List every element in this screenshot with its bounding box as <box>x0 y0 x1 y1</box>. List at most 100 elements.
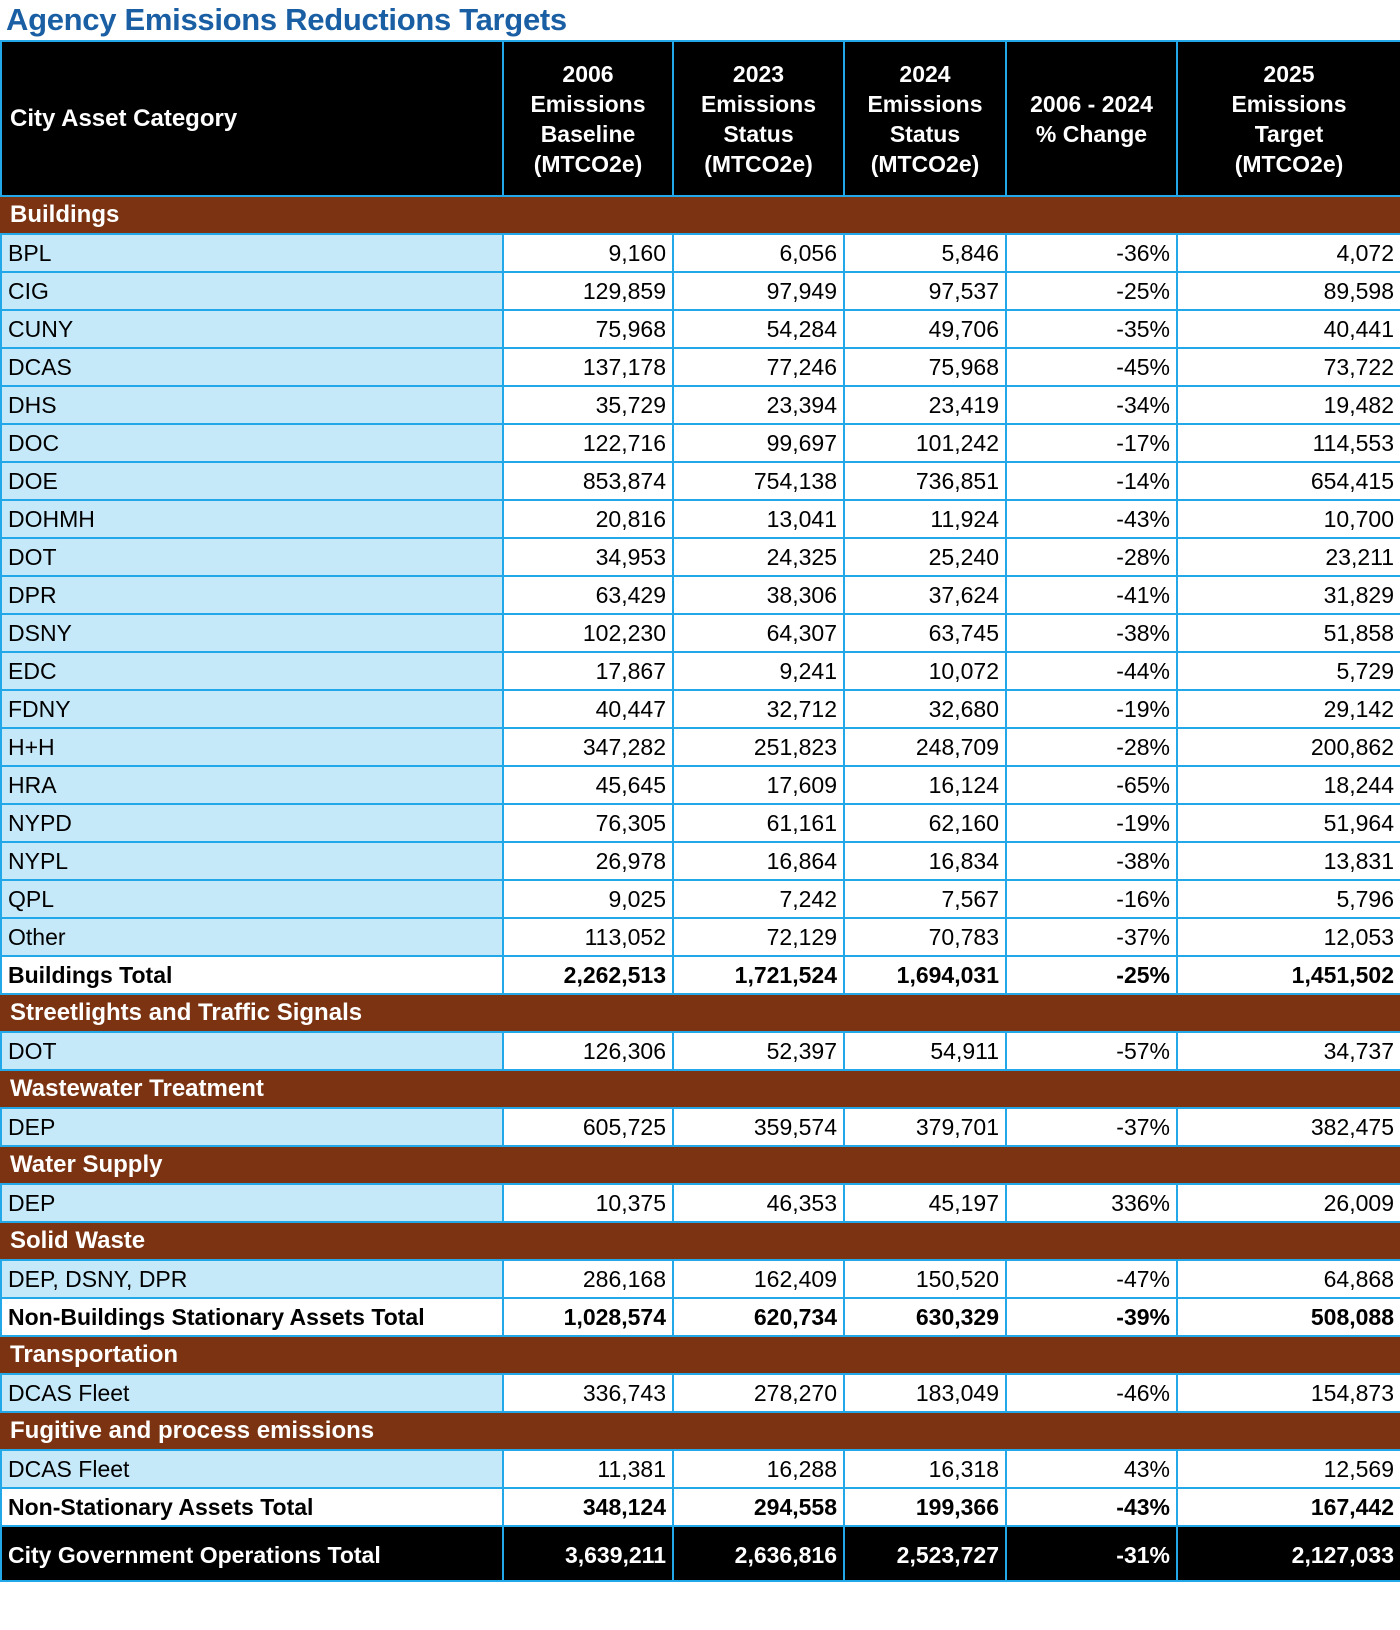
cell-status_2023: 23,394 <box>672 385 845 425</box>
cell-target_2025: 51,964 <box>1176 803 1400 843</box>
cell-pct_change: -65% <box>1005 765 1178 805</box>
cell-status_2023: 64,307 <box>672 613 845 653</box>
cell-pct_change: 336% <box>1005 1183 1178 1223</box>
cell-pct_change: -43% <box>1005 499 1178 539</box>
column-header-category: City Asset Category <box>0 40 504 197</box>
table-row: DPR 63,429 38,306 37,624 -41% 31,829 <box>0 575 1400 615</box>
row-label: QPL <box>0 879 504 919</box>
cell-status_2024: 11,924 <box>843 499 1007 539</box>
cell-baseline_2006: 1,028,574 <box>502 1297 674 1337</box>
cell-target_2025: 89,598 <box>1176 271 1400 311</box>
section-header-row: Fugitive and process emissions <box>0 1411 1400 1451</box>
cell-status_2023: 52,397 <box>672 1031 845 1071</box>
cell-target_2025: 508,088 <box>1176 1297 1400 1337</box>
cell-pct_change: -43% <box>1005 1487 1178 1527</box>
cell-baseline_2006: 17,867 <box>502 651 674 691</box>
section-header-row: Streetlights and Traffic Signals <box>0 993 1400 1033</box>
row-label: DOHMH <box>0 499 504 539</box>
cell-target_2025: 18,244 <box>1176 765 1400 805</box>
table-row: DHS 35,729 23,394 23,419 -34% 19,482 <box>0 385 1400 425</box>
cell-pct_change: -37% <box>1005 917 1178 957</box>
hdr-line-3: Target <box>1254 120 1324 147</box>
row-label: DOT <box>0 1031 504 1071</box>
cell-pct_change: 43% <box>1005 1449 1178 1489</box>
cell-baseline_2006: 336,743 <box>502 1373 674 1413</box>
cell-status_2023: 9,241 <box>672 651 845 691</box>
cell-status_2023: 278,270 <box>672 1373 845 1413</box>
cell-baseline_2006: 348,124 <box>502 1487 674 1527</box>
cell-baseline_2006: 3,639,211 <box>502 1525 674 1582</box>
cell-status_2023: 77,246 <box>672 347 845 387</box>
section-header-row: Wastewater Treatment <box>0 1069 1400 1109</box>
cell-target_2025: 29,142 <box>1176 689 1400 729</box>
cell-pct_change: -57% <box>1005 1031 1178 1071</box>
row-label: DOC <box>0 423 504 463</box>
row-label: NYPD <box>0 803 504 843</box>
cell-pct_change: -28% <box>1005 537 1178 577</box>
hdr-line-1: 2024 <box>899 60 951 87</box>
cell-status_2024: 23,419 <box>843 385 1007 425</box>
row-label: H+H <box>0 727 504 767</box>
cell-status_2024: 5,846 <box>843 233 1007 273</box>
row-label: DHS <box>0 385 504 425</box>
subtotal-row: Non-Buildings Stationary Assets Total 1,0… <box>0 1297 1400 1337</box>
row-label: DCAS <box>0 347 504 387</box>
section-header-label: Buildings <box>0 195 1400 235</box>
cell-baseline_2006: 853,874 <box>502 461 674 501</box>
row-label: CIG <box>0 271 504 311</box>
row-label: NYPL <box>0 841 504 881</box>
row-label: DEP <box>0 1183 504 1223</box>
hdr-line-3: Status <box>723 120 794 147</box>
grand-total-row: City Government Operations Total 3,639,21… <box>0 1525 1400 1582</box>
cell-target_2025: 382,475 <box>1176 1107 1400 1147</box>
table-row: FDNY 40,447 32,712 32,680 -19% 29,142 <box>0 689 1400 729</box>
table-row: DCAS Fleet 11,381 16,288 16,318 43% 12,569 <box>0 1449 1400 1489</box>
hdr-line-1: 2006 - 2024 <box>1030 90 1153 117</box>
table-row: Other 113,052 72,129 70,783 -37% 12,053 <box>0 917 1400 957</box>
hdr-line-2: Emissions <box>530 90 646 117</box>
cell-status_2024: 379,701 <box>843 1107 1007 1147</box>
hdr-line-4: (MTCO2e) <box>1234 150 1344 177</box>
row-label: HRA <box>0 765 504 805</box>
cell-target_2025: 1,451,502 <box>1176 955 1400 995</box>
hdr-line-2: Emissions <box>700 90 817 117</box>
cell-baseline_2006: 35,729 <box>502 385 674 425</box>
cell-baseline_2006: 129,859 <box>502 271 674 311</box>
table-row: DOE 853,874 754,138 736,851 -14% 654,415 <box>0 461 1400 501</box>
cell-status_2024: 75,968 <box>843 347 1007 387</box>
cell-baseline_2006: 9,025 <box>502 879 674 919</box>
table-row: DSNY 102,230 64,307 63,745 -38% 51,858 <box>0 613 1400 653</box>
hdr-line-1: 2023 <box>732 60 785 87</box>
row-label: Non-Stationary Assets Total <box>0 1487 504 1527</box>
cell-status_2024: 199,366 <box>843 1487 1007 1527</box>
row-label: EDC <box>0 651 504 691</box>
row-label: DOE <box>0 461 504 501</box>
section-header-row: Water Supply <box>0 1145 1400 1185</box>
hdr-line-2: Emissions <box>1231 90 1347 117</box>
cell-pct_change: -19% <box>1005 803 1178 843</box>
cell-status_2024: 62,160 <box>843 803 1007 843</box>
cell-pct_change: -34% <box>1005 385 1178 425</box>
section-header-label: Fugitive and process emissions <box>0 1411 1400 1451</box>
cell-baseline_2006: 26,978 <box>502 841 674 881</box>
column-header-pct-change: 2006 - 2024 % Change <box>1005 40 1178 197</box>
table-row: HRA 45,645 17,609 16,124 -65% 18,244 <box>0 765 1400 805</box>
cell-status_2023: 61,161 <box>672 803 845 843</box>
cell-pct_change: -45% <box>1005 347 1178 387</box>
cell-pct_change: -44% <box>1005 651 1178 691</box>
cell-status_2024: 630,329 <box>843 1297 1007 1337</box>
cell-pct_change: -39% <box>1005 1297 1178 1337</box>
cell-status_2024: 16,318 <box>843 1449 1007 1489</box>
cell-status_2023: 99,697 <box>672 423 845 463</box>
cell-baseline_2006: 122,716 <box>502 423 674 463</box>
cell-status_2023: 97,949 <box>672 271 845 311</box>
table-row: DOC 122,716 99,697 101,242 -17% 114,553 <box>0 423 1400 463</box>
cell-baseline_2006: 34,953 <box>502 537 674 577</box>
cell-target_2025: 10,700 <box>1176 499 1400 539</box>
cell-target_2025: 167,442 <box>1176 1487 1400 1527</box>
cell-status_2024: 16,124 <box>843 765 1007 805</box>
cell-baseline_2006: 76,305 <box>502 803 674 843</box>
cell-pct_change: -46% <box>1005 1373 1178 1413</box>
cell-target_2025: 154,873 <box>1176 1373 1400 1413</box>
